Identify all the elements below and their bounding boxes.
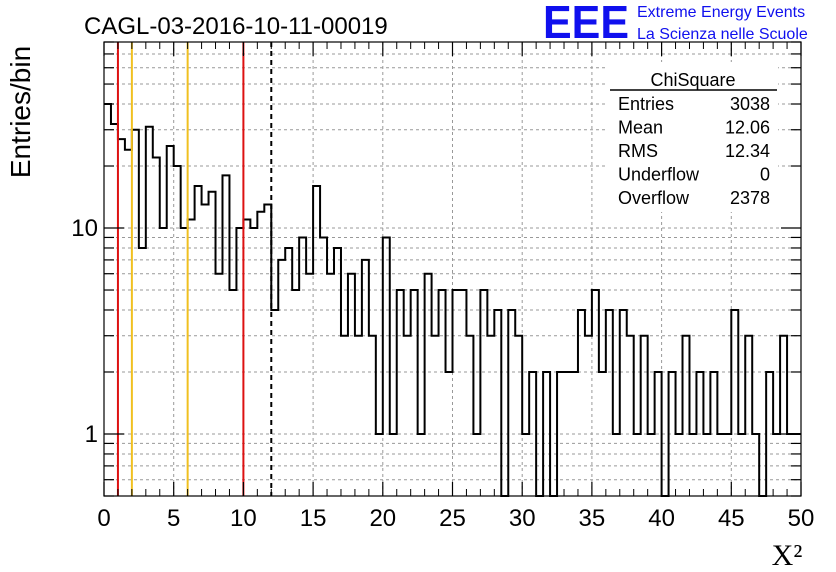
x-axis-ticks: 0 5 10 15 20 25 30 35 40 45 50 [97, 42, 814, 532]
x-tick-label: 25 [439, 505, 466, 532]
x-tick-label: 30 [509, 505, 536, 532]
stats-value: 0 [760, 165, 770, 185]
logo-line1: Extreme Energy Events [637, 4, 805, 21]
stats-label: RMS [618, 141, 658, 161]
run-title: CAGL-03-2016-10-11-00019 [84, 13, 388, 40]
y-tick-label: 1 [85, 421, 98, 448]
eee-logo: EEE [543, 0, 629, 48]
x-tick-label: 15 [300, 505, 327, 532]
x-tick-label: 35 [579, 505, 606, 532]
y-tick-label: 10 [71, 215, 98, 242]
histogram-outline [104, 103, 801, 497]
stats-value: 12.06 [725, 118, 770, 138]
stats-box: ChiSquare Entries 3038 Mean 12.06 RMS 12.34 Un… [606, 62, 778, 212]
stats-value: 2378 [730, 188, 770, 208]
y-axis-label: Entries/bin [5, 46, 36, 178]
stats-value: 3038 [730, 94, 770, 114]
stats-label: Overflow [618, 188, 690, 208]
stats-label: Underflow [618, 165, 700, 185]
x-tick-label: 50 [788, 505, 815, 532]
x-tick-label: 0 [97, 505, 110, 532]
x-tick-label: 45 [718, 505, 745, 532]
marker-lines [116, 42, 273, 496]
x-tick-label: 20 [369, 505, 396, 532]
y-axis-ticks: 1 10 [71, 41, 801, 497]
x-axis-label: X² [772, 539, 803, 572]
stats-label: Entries [618, 94, 674, 114]
x-tick-label: 10 [230, 505, 257, 532]
stats-box-bg [606, 62, 778, 212]
x-tick-label: 40 [648, 505, 675, 532]
logo-line2: La Scienza nelle Scuole [637, 26, 808, 43]
stats-title: ChiSquare [650, 70, 735, 90]
histogram [104, 103, 801, 497]
stats-value: 12.34 [725, 141, 770, 161]
stats-label: Mean [618, 118, 663, 138]
x-tick-label: 5 [167, 505, 180, 532]
stats-rows: Entries 3038 Mean 12.06 RMS 12.34 Underflow 0 Ov… [618, 94, 770, 208]
